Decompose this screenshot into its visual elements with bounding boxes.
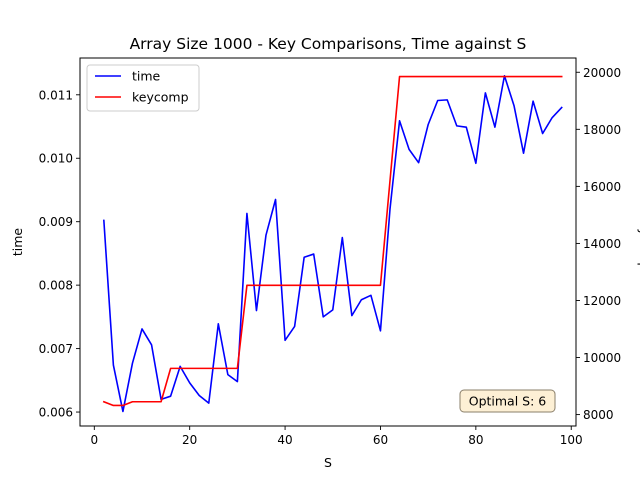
- legend: time keycomp: [86, 64, 200, 112]
- y-left-tick-label: 0.011: [39, 88, 73, 102]
- y-axis-left: 0.006 0.007 0.008 0.009 0.010 0.011: [39, 88, 80, 420]
- x-tick-label: 100: [560, 433, 583, 447]
- y-right-tick-label: 12000: [583, 294, 621, 308]
- y-right-tick-label: 10000: [583, 351, 621, 365]
- y-left-tick-label: 0.006: [39, 406, 73, 420]
- y-right-tick-label: 20000: [583, 66, 621, 80]
- x-axis: 0 20 40 60 80 100: [90, 426, 583, 447]
- x-tick-label: 0: [90, 433, 98, 447]
- y-left-tick-label: 0.007: [39, 342, 73, 356]
- y-left-tick-label: 0.009: [39, 215, 73, 229]
- x-tick-label: 60: [373, 433, 388, 447]
- legend-label-keycomp: keycomp: [132, 90, 189, 105]
- y-axis-left-label: time: [10, 228, 25, 257]
- series-layer: [102, 74, 563, 413]
- annotation-text: Optimal S: 6: [469, 394, 547, 409]
- legend-label-time: time: [132, 69, 161, 84]
- y-right-tick-label: 18000: [583, 123, 621, 137]
- plot-frame: [79, 57, 577, 427]
- chart-title: Array Size 1000 - Key Comparisons, Time …: [130, 35, 527, 53]
- y-left-tick-label: 0.008: [39, 279, 73, 293]
- y-right-tick-label: 14000: [583, 237, 621, 251]
- series-line-time: [102, 74, 563, 413]
- x-axis-label: S: [324, 455, 332, 470]
- x-tick-label: 40: [277, 433, 292, 447]
- annotation-box: [459, 389, 556, 413]
- x-tick-label: 80: [468, 433, 483, 447]
- annotation-optimal-s: Optimal S: 6: [459, 389, 556, 413]
- series-line-keycomp: [102, 75, 563, 407]
- y-axis-right-label: keycomp: [637, 214, 640, 271]
- y-left-tick-label: 0.010: [39, 152, 73, 166]
- x-tick-label: 20: [182, 433, 197, 447]
- y-right-tick-label: 16000: [583, 180, 621, 194]
- y-axis-right: 8000 10000 12000 14000 16000 18000 20000: [576, 66, 621, 422]
- y-right-tick-label: 8000: [583, 408, 614, 422]
